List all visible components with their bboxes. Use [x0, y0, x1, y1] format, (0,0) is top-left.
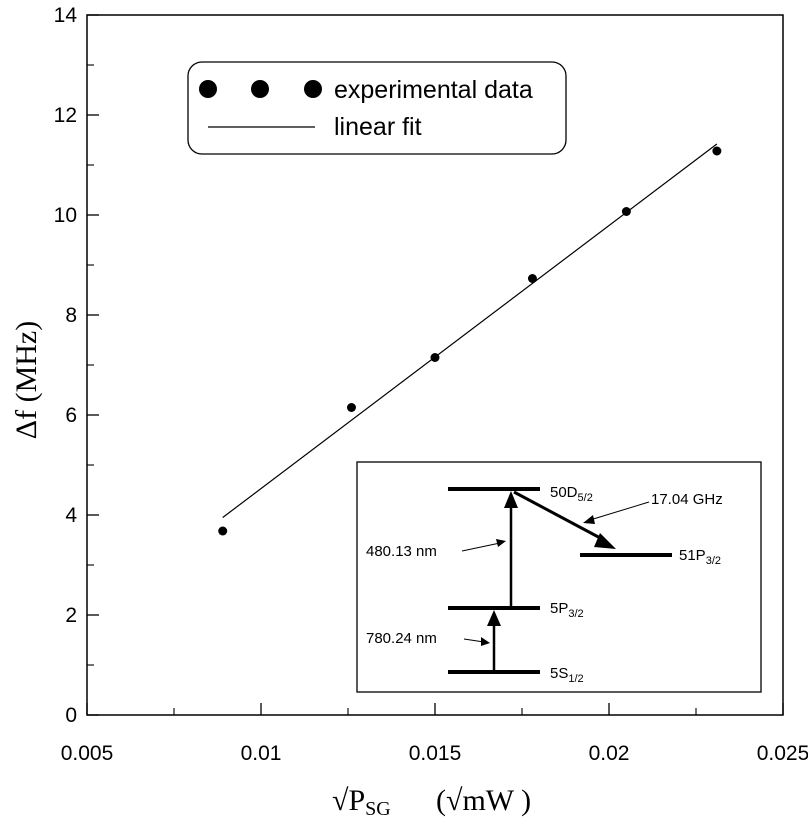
legend: experimental data linear fit	[187, 61, 567, 155]
axis-ticks	[86, 14, 784, 716]
legend-marker-dot	[304, 80, 322, 98]
y-tick-label: 8	[65, 304, 77, 327]
x-axis-label-base: √P	[332, 784, 365, 817]
linear-fit-line	[222, 143, 718, 518]
pointer-head-480nm	[496, 539, 506, 547]
inset-energy-diagram: 50D5/2 51P3/2 5P3/2 5S1/2 480.13 nm 780.…	[356, 461, 762, 693]
data-point	[712, 146, 722, 156]
pointer-780nm	[463, 638, 485, 643]
pointer-17ghz	[589, 501, 650, 521]
arrowhead-780	[487, 610, 501, 626]
x-tick-label: 0.025	[757, 742, 808, 765]
y-tick-label: 0	[65, 704, 77, 727]
data-point	[218, 526, 228, 536]
y-tick-label: 14	[54, 4, 78, 27]
y-axis-label: Δf (MHz)	[10, 321, 43, 439]
pointer-head-780nm	[481, 637, 490, 646]
data-point	[430, 353, 440, 362]
legend-box	[187, 61, 567, 155]
x-tick-label: 0.02	[589, 742, 630, 765]
label-780nm: 780.24 nm	[366, 630, 437, 647]
y-tick-label: 4	[65, 504, 77, 527]
y-tick-labels: 0 2 4 6 8 10 12 14	[54, 4, 78, 727]
label-50d: 50D5/2	[550, 484, 593, 504]
pointer-head-17ghz	[583, 515, 595, 524]
y-tick-label: 12	[54, 104, 77, 127]
x-tick-label: 0.005	[61, 742, 114, 765]
x-axis-label-unit: (√mW )	[436, 784, 531, 817]
arrowhead-microwave	[594, 533, 616, 549]
label-5s: 5S1/2	[550, 665, 584, 685]
legend-label-fit: linear fit	[334, 113, 422, 141]
x-tick-labels: 0.005 0.01 0.015 0.02 0.025	[61, 742, 808, 765]
experimental-points	[218, 146, 722, 536]
x-tick-label: 0.015	[409, 742, 462, 765]
legend-label-experimental: experimental data	[334, 76, 533, 104]
x-tick-label: 0.01	[241, 742, 282, 765]
transition-microwave-arrow	[513, 490, 605, 542]
svg-text:√PSG: √PSG	[332, 784, 391, 820]
data-point	[527, 274, 537, 283]
y-tick-label: 10	[54, 204, 77, 227]
legend-marker-dot	[251, 80, 269, 98]
x-axis-label: √PSG (√mW )	[332, 784, 531, 820]
legend-marker-dot	[199, 80, 217, 98]
y-tick-label: 2	[65, 604, 77, 627]
label-51p: 51P3/2	[679, 547, 721, 567]
data-point	[346, 403, 356, 412]
label-5p: 5P3/2	[550, 600, 584, 620]
data-point	[621, 207, 631, 216]
label-17ghz: 17.04 GHz	[651, 491, 723, 508]
pointer-480nm	[461, 542, 501, 552]
inset-frame	[356, 461, 762, 693]
arrowhead-480	[504, 491, 518, 508]
y-tick-label: 6	[65, 404, 77, 427]
x-axis-label-sub: SG	[365, 798, 391, 820]
label-480nm: 480.13 nm	[366, 543, 437, 560]
